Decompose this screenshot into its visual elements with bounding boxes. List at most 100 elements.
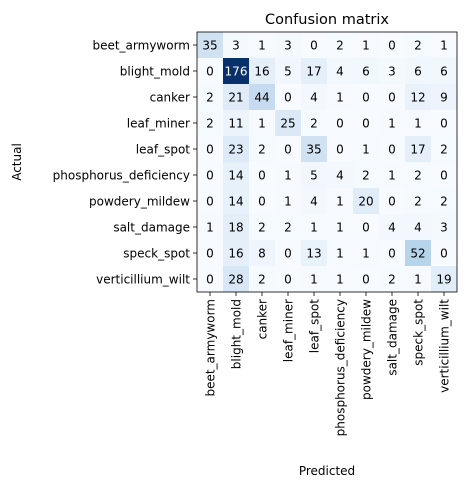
cell-value-label: 2	[414, 39, 422, 53]
cell-value-label: 4	[336, 65, 344, 79]
cell-value-label: 0	[388, 195, 396, 209]
cell-value-label: 0	[362, 117, 370, 131]
heatmap-cell	[275, 136, 301, 162]
cell-value-label: 0	[206, 65, 214, 79]
heatmap-cell	[431, 32, 457, 58]
heatmap-cell	[327, 266, 353, 292]
cell-value-label: 6	[440, 65, 448, 79]
heatmap-cell	[301, 266, 327, 292]
cell-value-label: 0	[284, 247, 292, 261]
heatmap-cell	[353, 136, 379, 162]
cell-value-label: 1	[362, 143, 370, 157]
heatmap-cell	[275, 188, 301, 214]
cell-value-label: 2	[206, 91, 214, 105]
heatmap-cell	[197, 240, 223, 266]
heatmap-cell	[197, 110, 223, 136]
x-tick-label: leaf_miner	[282, 299, 296, 362]
heatmap-cell	[223, 58, 249, 84]
cell-value-label: 9	[440, 91, 448, 105]
x-tick-label: blight_mold	[230, 299, 244, 369]
heatmap-cell	[353, 58, 379, 84]
cell-value-label: 1	[336, 91, 344, 105]
cell-value-label: 52	[410, 247, 425, 261]
heatmap-cell	[327, 240, 353, 266]
heatmap-cell	[379, 266, 405, 292]
heatmap-cell	[301, 162, 327, 188]
heatmap-cell	[327, 84, 353, 110]
heatmap-cell	[197, 58, 223, 84]
cell-value-label: 20	[358, 195, 373, 209]
cell-value-label: 2	[336, 39, 344, 53]
cell-value-label: 0	[388, 39, 396, 53]
cell-value-label: 1	[336, 247, 344, 261]
y-tick-label: verticillium_wilt	[96, 273, 190, 287]
x-tick-label: beet_armyworm	[204, 299, 218, 397]
heatmap-cell	[431, 84, 457, 110]
heatmap-cell	[405, 58, 431, 84]
y-tick-label: blight_mold	[120, 65, 190, 79]
cell-value-label: 1	[414, 273, 422, 287]
heatmap-cell	[379, 136, 405, 162]
cell-value-label: 2	[206, 117, 214, 131]
cell-value-label: 17	[306, 65, 321, 79]
y-tick-label: canker	[150, 91, 190, 105]
heatmap-cell	[249, 214, 275, 240]
heatmap-cell	[379, 188, 405, 214]
heatmap-cell	[405, 214, 431, 240]
cell-value-label: 176	[225, 65, 248, 79]
heatmap-cell	[301, 84, 327, 110]
cell-value-label: 19	[436, 273, 451, 287]
y-axis-label: Actual	[10, 143, 24, 181]
cell-value-label: 14	[228, 169, 243, 183]
heatmap-cell	[197, 266, 223, 292]
heatmap-cell	[249, 32, 275, 58]
cell-value-label: 0	[440, 247, 448, 261]
heatmap-cell	[223, 110, 249, 136]
heatmap-cell	[197, 84, 223, 110]
x-tick-label: speck_spot	[412, 299, 426, 366]
heatmap-cell	[223, 162, 249, 188]
heatmap-cell	[249, 240, 275, 266]
heatmap-cell	[301, 188, 327, 214]
cell-value-label: 0	[206, 169, 214, 183]
heatmap-cell	[379, 32, 405, 58]
heatmap-cell	[223, 188, 249, 214]
cell-value-label: 35	[202, 39, 217, 53]
heatmap-cell	[249, 136, 275, 162]
cell-value-label: 11	[228, 117, 243, 131]
heatmap-cell	[353, 110, 379, 136]
x-tick-label: canker	[256, 299, 270, 339]
cell-value-label: 1	[336, 221, 344, 235]
cell-value-label: 12	[410, 91, 425, 105]
heatmap-cell	[275, 58, 301, 84]
cell-value-label: 3	[440, 221, 448, 235]
cell-value-label: 0	[310, 39, 318, 53]
heatmap-cell	[379, 240, 405, 266]
x-tick-label: leaf_spot	[308, 299, 322, 354]
heatmap-cell	[249, 266, 275, 292]
heatmap-cell	[405, 266, 431, 292]
heatmap-cell	[249, 58, 275, 84]
cell-value-label: 6	[362, 65, 370, 79]
heatmap-cell	[197, 136, 223, 162]
heatmap-cell	[275, 240, 301, 266]
heatmap-cell	[275, 32, 301, 58]
heatmap-cells	[197, 32, 457, 292]
y-tick-label: leaf_spot	[136, 143, 191, 157]
cell-value-label: 0	[362, 221, 370, 235]
heatmap-cell	[431, 136, 457, 162]
heatmap-cell	[405, 110, 431, 136]
heatmap-cell	[327, 110, 353, 136]
cell-value-label: 4	[310, 91, 318, 105]
heatmap-cell	[379, 58, 405, 84]
heatmap-cell	[223, 136, 249, 162]
cell-value-label: 1	[388, 169, 396, 183]
heatmap-cell	[249, 84, 275, 110]
cell-value-label: 1	[362, 247, 370, 261]
cell-value-label: 0	[206, 143, 214, 157]
cell-value-label: 0	[362, 91, 370, 105]
heatmap-cell	[353, 84, 379, 110]
heatmap-cell	[327, 32, 353, 58]
cell-value-label: 28	[228, 273, 243, 287]
